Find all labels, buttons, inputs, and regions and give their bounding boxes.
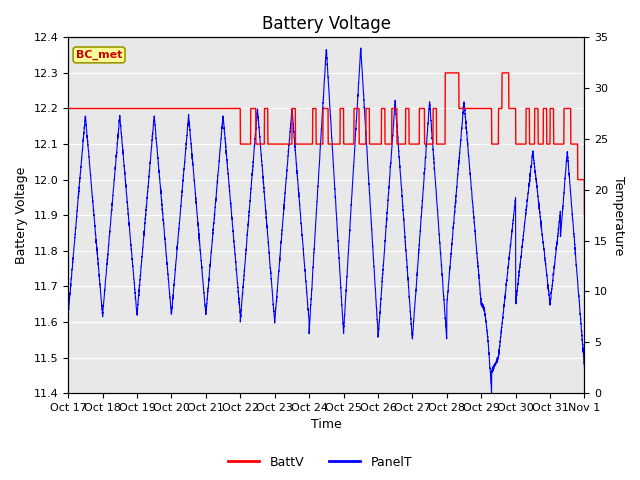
Title: Battery Voltage: Battery Voltage <box>262 15 391 33</box>
X-axis label: Time: Time <box>311 419 342 432</box>
Legend: BattV, PanelT: BattV, PanelT <box>223 451 417 474</box>
Y-axis label: Battery Voltage: Battery Voltage <box>15 167 28 264</box>
Y-axis label: Temperature: Temperature <box>612 176 625 255</box>
Text: BC_met: BC_met <box>76 50 122 60</box>
